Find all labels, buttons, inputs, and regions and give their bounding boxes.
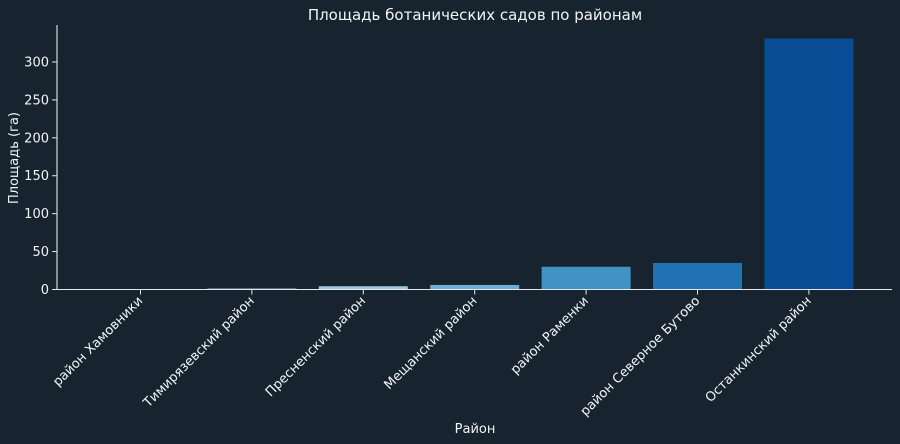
y-tick-label-5: 250 [24,93,49,108]
x-tick-label-3: Мещанский район [381,294,480,393]
y-tick-label-6: 300 [24,55,49,70]
y-tick-label-3: 150 [24,169,49,184]
bar-2 [318,286,408,290]
y-tick-label-4: 200 [24,131,49,146]
bar-6 [764,38,854,290]
x-tick-label-2: Пресненский район [263,294,369,400]
y-tick-label-0: 0 [41,283,49,298]
x-tick-label-6: Останкинский район [703,294,815,406]
bar-5 [653,262,742,290]
bar-3 [430,284,520,290]
x-tick-label-5: район Северное Бутово [578,294,704,420]
y-axis: 0 50 100 150 200 250 300 [24,55,57,298]
y-tick-label-2: 100 [24,207,49,222]
y-axis-label: Площадь (га) [7,112,22,204]
x-axis-label: Район [455,422,496,437]
x-tick-label-4: район Раменки [508,294,592,378]
chart-title: Площадь ботанических садов по районам [308,6,642,24]
bars-group [96,38,854,290]
y-tick-label-1: 50 [32,245,49,260]
x-tick-label-0: район Хамовники [50,294,146,390]
bar-4 [541,266,631,290]
x-tick-label-1: Тимирязевский район [140,294,258,412]
